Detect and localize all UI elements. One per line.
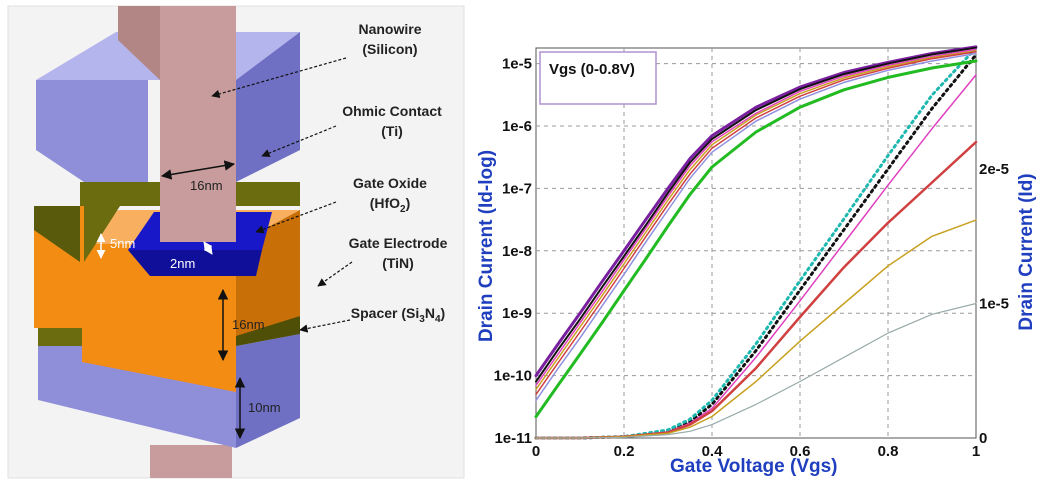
nanowire-body [118,6,236,242]
linear-curve-6 [535,302,977,439]
y-right-axis-label: Drain Current (Id) [1016,173,1037,330]
x-tick-label: 1 [972,443,980,460]
x-tick-label: 0 [532,443,540,460]
legend-box [539,51,657,105]
y-left-tick-label: 1e-7 [502,180,532,197]
spacer-thickness: 5nm [110,236,135,251]
log-curve-5 [535,50,977,396]
gate-length: 16nm [232,317,265,332]
x-axis-label: Gate Voltage (Vgs) [670,456,838,477]
y-right-tick-label: 2e-5 [979,161,1009,178]
y-left-tick-label: 1e-11 [494,430,532,447]
linear-curves [534,46,978,440]
y-left-tick-label: 1e-8 [502,243,532,260]
x-tick-labels: 0 0.2 0.4 0.6 0.8 1 [532,443,980,460]
oxide-callout [255,201,337,234]
log-curve-2 [535,46,977,383]
spacer-label: Spacer (Si3N4) [351,305,445,325]
spacer-callout [299,319,351,333]
nanowire-material: (Silicon) [362,41,417,57]
oxide-material: (HfO2) [370,195,411,215]
x-tick-label: 0.2 [614,443,635,460]
nanowire-callout [211,57,347,98]
y-left-tick-label: 1e-5 [502,56,532,73]
oxide-label: Gate Oxide [353,175,427,191]
y-left-tick-label: 1e-9 [502,305,532,322]
electrode-label: Gate Electrode [349,235,448,251]
y-left-tick-labels: 1e-11 1e-10 1e-9 1e-8 1e-7 1e-6 1e-5 [494,56,532,447]
y-left-tick-label: 1e-6 [502,118,532,135]
ohmic-callout [261,125,337,158]
legend-text: Vgs (0-0.8V) [549,61,635,78]
nanowire-label: Nanowire [358,21,421,37]
log-curve-1 [534,45,978,378]
x-tick-label: 0.4 [702,443,724,460]
log-curve-7 [534,59,978,419]
electrode-material: (TiN) [382,255,414,271]
log-curves [534,45,978,419]
ohmic-material: (Ti) [381,123,403,139]
nanowire-device-diagram: 16nm 5nm 2nm 16nm 10nm Nanowire (Silicon… [7,5,465,479]
nanowire-bottom [150,445,232,478]
x-tick-label: 0.8 [878,443,899,460]
y-right-tick-label: 1e-5 [979,296,1009,313]
y-right-tick-label: 0 [979,430,987,447]
electrode-callout [317,261,353,287]
oxide-thickness: 2nm [170,256,195,271]
bottom-length: 10nm [248,400,281,415]
width-dimension: 16nm [190,178,223,193]
ohmic-label: Ohmic Contact [342,103,442,119]
log-curve-6 [535,52,977,402]
oxide-thickness-arrow [203,241,213,255]
y-left-tick-label: 1e-10 [494,368,532,385]
y-left-axis-label: Drain Current (Id-log) [476,150,497,342]
log-curve-4 [535,50,977,391]
width-dimension-arrow [160,160,236,180]
log-curve-3 [535,48,977,387]
x-tick-label: 0.6 [790,443,811,460]
y-right-tick-labels: 0 1e-5 2e-5 [979,161,1009,447]
id-vg-chart: 0 0.2 0.4 0.6 0.8 1 1e-111e-101e-91e-81e-71e-… [476,45,1037,477]
